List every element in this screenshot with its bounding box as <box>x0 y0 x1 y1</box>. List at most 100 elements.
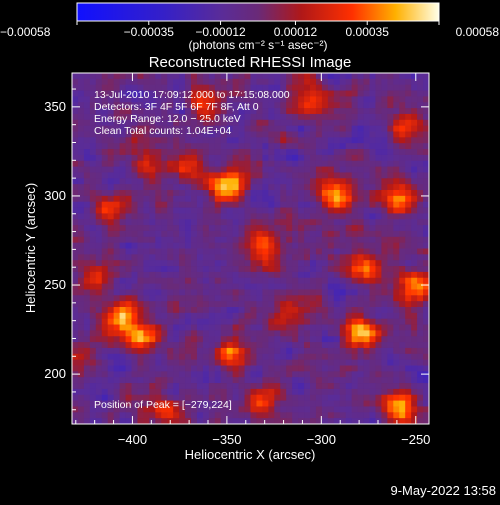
heatmap-cell <box>126 79 132 85</box>
heatmap-cell <box>340 237 346 243</box>
heatmap-cell <box>274 289 280 295</box>
heatmap-cell <box>387 301 393 307</box>
heatmap-cell <box>405 167 411 173</box>
heatmap-cell <box>126 307 132 313</box>
heatmap-cell <box>405 155 411 161</box>
heatmap-cell <box>387 126 393 132</box>
heatmap-cell <box>286 406 292 412</box>
heatmap-cell <box>292 167 298 173</box>
heatmap-cell <box>417 202 423 208</box>
heatmap-cell <box>328 149 334 155</box>
heatmap-cell <box>286 371 292 377</box>
heatmap-cell <box>114 196 120 202</box>
heatmap-cell <box>322 184 328 190</box>
heatmap-cell <box>405 348 411 354</box>
heatmap-cell <box>298 330 304 336</box>
heatmap-cell <box>340 231 346 237</box>
heatmap-cell <box>358 278 364 284</box>
heatmap-cell <box>268 102 274 108</box>
heatmap-cell <box>423 295 429 301</box>
heatmap-cell <box>167 225 173 231</box>
heatmap-cell <box>251 342 257 348</box>
heatmap-cell <box>381 395 387 401</box>
heatmap-cell <box>262 137 268 143</box>
heatmap-cell <box>185 389 191 395</box>
heatmap-cell <box>364 184 370 190</box>
heatmap-cell <box>126 418 132 424</box>
heatmap-cell <box>423 354 429 360</box>
heatmap-cell <box>185 243 191 249</box>
heatmap-cell <box>340 178 346 184</box>
heatmap-cell <box>274 231 280 237</box>
heatmap-cell <box>280 336 286 342</box>
heatmap-cell <box>322 79 328 85</box>
heatmap-cell <box>316 295 322 301</box>
heatmap-cell <box>251 143 257 149</box>
heatmap-cell <box>72 278 78 284</box>
heatmap-cell <box>370 366 376 372</box>
heatmap-cell <box>161 319 167 325</box>
heatmap-cell <box>251 389 257 395</box>
heatmap-cell <box>209 249 215 255</box>
heatmap-cell <box>310 184 316 190</box>
heatmap-cell <box>143 213 149 219</box>
heatmap-cell <box>364 319 370 325</box>
heatmap-cell <box>310 325 316 331</box>
heatmap-cell <box>120 178 126 184</box>
heatmap-cell <box>114 79 120 85</box>
heatmap-cell <box>346 389 352 395</box>
heatmap-cell <box>191 254 197 260</box>
heatmap-cell <box>304 114 310 120</box>
heatmap-cell <box>149 307 155 313</box>
heatmap-cell <box>358 342 364 348</box>
heatmap-cell <box>78 254 84 260</box>
heatmap-cell <box>203 289 209 295</box>
heatmap-cell <box>405 284 411 290</box>
heatmap-cell <box>316 371 322 377</box>
heatmap-cell <box>393 366 399 372</box>
heatmap-cell <box>173 366 179 372</box>
heatmap-cell <box>137 237 143 243</box>
heatmap-cell <box>251 272 257 278</box>
heatmap-cell <box>161 167 167 173</box>
heatmap-cell <box>316 237 322 243</box>
heatmap-cell <box>328 184 334 190</box>
heatmap-cell <box>298 401 304 407</box>
heatmap-cell <box>304 412 310 418</box>
heatmap-cell <box>245 336 251 342</box>
heatmap-cell <box>96 143 102 149</box>
heatmap-cell <box>227 289 233 295</box>
heatmap-cell <box>375 418 381 424</box>
heatmap-cell <box>381 231 387 237</box>
heatmap-cell <box>334 172 340 178</box>
heatmap-cell <box>227 377 233 383</box>
heatmap-cell <box>137 149 143 155</box>
heatmap-cell <box>405 395 411 401</box>
heatmap-cell <box>316 401 322 407</box>
heatmap-cell <box>155 325 161 331</box>
heatmap-cell <box>132 295 138 301</box>
heatmap-cell <box>102 366 108 372</box>
heatmap-cell <box>268 196 274 202</box>
heatmap-cell <box>304 126 310 132</box>
heatmap-cell <box>239 289 245 295</box>
heatmap-cell <box>132 342 138 348</box>
heatmap-cell <box>381 360 387 366</box>
heatmap-cell <box>274 395 280 401</box>
heatmap-cell <box>102 383 108 389</box>
heatmap-cell <box>143 172 149 178</box>
heatmap-cell <box>364 266 370 272</box>
heatmap-cell <box>310 237 316 243</box>
heatmap-cell <box>185 143 191 149</box>
heatmap-cell <box>215 231 221 237</box>
heatmap-cell <box>114 377 120 383</box>
heatmap-cell <box>423 266 429 272</box>
heatmap-cell <box>411 73 417 79</box>
heatmap-cell <box>155 389 161 395</box>
heatmap-cell <box>197 149 203 155</box>
heatmap-cell <box>191 366 197 372</box>
heatmap-cell <box>292 114 298 120</box>
heatmap-cell <box>197 313 203 319</box>
heatmap-cell <box>114 178 120 184</box>
heatmap-cell <box>298 336 304 342</box>
